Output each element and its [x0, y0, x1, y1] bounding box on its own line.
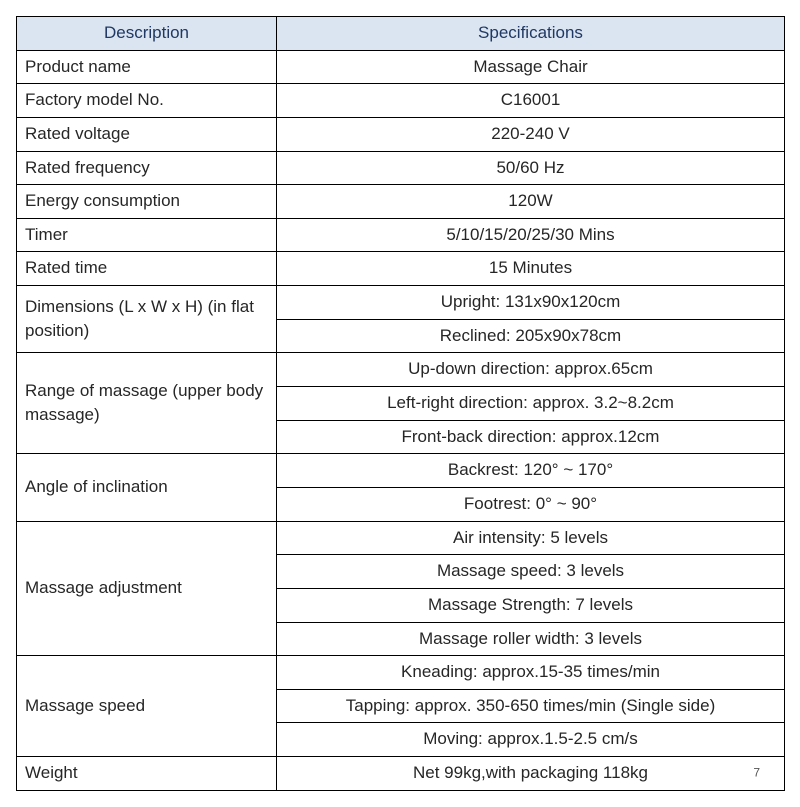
cell-description: Dimensions (L x W x H) (in flat position… [17, 286, 277, 353]
cell-specification: Massage roller width: 3 levels [277, 622, 785, 656]
cell-specification: C16001 [277, 84, 785, 118]
cell-specification: Footrest: 0° ~ 90° [277, 487, 785, 521]
cell-description: Massage speed [17, 656, 277, 757]
table-row: WeightNet 99kg,with packaging 118kg7 [17, 757, 785, 791]
cell-specification: 120W [277, 185, 785, 219]
header-description: Description [17, 17, 277, 51]
cell-specification: 15 Minutes [277, 252, 785, 286]
cell-specification: Backrest: 120° ~ 170° [277, 454, 785, 488]
specifications-table: Description Specifications Product nameM… [16, 16, 785, 791]
table-body: Product nameMassage ChairFactory model N… [17, 50, 785, 790]
cell-specification: 5/10/15/20/25/30 Mins [277, 218, 785, 252]
table-row: Timer5/10/15/20/25/30 Mins [17, 218, 785, 252]
table-header: Description Specifications [17, 17, 785, 51]
cell-specification: Reclined: 205x90x78cm [277, 319, 785, 353]
cell-description: Angle of inclination [17, 454, 277, 521]
cell-specification: Moving: approx.1.5-2.5 cm/s [277, 723, 785, 757]
table-row: Angle of inclinationBackrest: 120° ~ 170… [17, 454, 785, 488]
table-row: Massage speedKneading: approx.15-35 time… [17, 656, 785, 690]
cell-description: Weight [17, 757, 277, 791]
cell-description: Factory model No. [17, 84, 277, 118]
cell-description: Energy consumption [17, 185, 277, 219]
table-row: Factory model No.C16001 [17, 84, 785, 118]
cell-specification: 220-240 V [277, 117, 785, 151]
cell-specification: Kneading: approx.15-35 times/min [277, 656, 785, 690]
cell-specification: 50/60 Hz [277, 151, 785, 185]
cell-specification: Up-down direction: approx.65cm [277, 353, 785, 387]
cell-specification: Upright: 131x90x120cm [277, 286, 785, 320]
table-row: Dimensions (L x W x H) (in flat position… [17, 286, 785, 320]
cell-description: Rated voltage [17, 117, 277, 151]
table-row: Product nameMassage Chair [17, 50, 785, 84]
cell-specification: Massage Chair [277, 50, 785, 84]
table-row: Energy consumption120W [17, 185, 785, 219]
cell-description: Timer [17, 218, 277, 252]
cell-specification: Left-right direction: approx. 3.2~8.2cm [277, 387, 785, 421]
cell-specification: Net 99kg,with packaging 118kg7 [277, 757, 785, 791]
header-specifications: Specifications [277, 17, 785, 51]
table-row: Range of massage (upper body massage)Up-… [17, 353, 785, 387]
cell-description: Rated frequency [17, 151, 277, 185]
table-row: Massage adjustmentAir intensity: 5 level… [17, 521, 785, 555]
cell-specification: Massage Strength: 7 levels [277, 588, 785, 622]
table-row: Rated frequency50/60 Hz [17, 151, 785, 185]
page-number: 7 [753, 765, 760, 782]
cell-description: Range of massage (upper body massage) [17, 353, 277, 454]
cell-specification: Massage speed: 3 levels [277, 555, 785, 589]
table-row: Rated time15 Minutes [17, 252, 785, 286]
cell-specification: Air intensity: 5 levels [277, 521, 785, 555]
cell-specification: Front-back direction: approx.12cm [277, 420, 785, 454]
cell-description: Rated time [17, 252, 277, 286]
cell-description: Massage adjustment [17, 521, 277, 656]
cell-description: Product name [17, 50, 277, 84]
cell-specification: Tapping: approx. 350-650 times/min (Sing… [277, 689, 785, 723]
table-row: Rated voltage220-240 V [17, 117, 785, 151]
